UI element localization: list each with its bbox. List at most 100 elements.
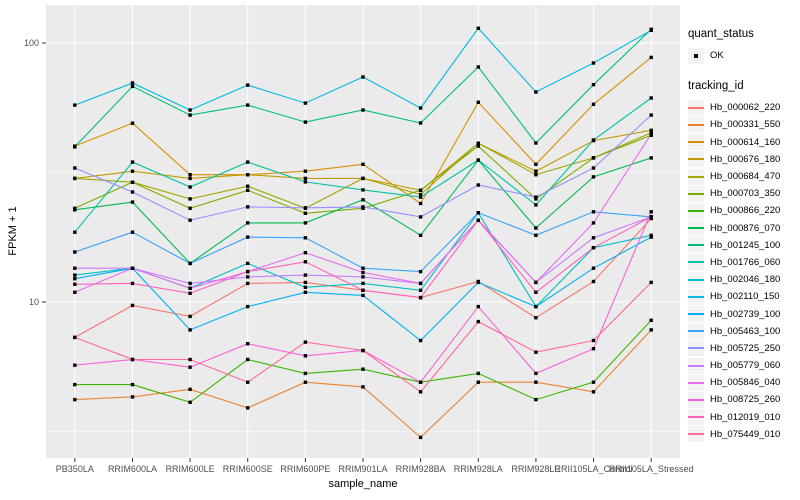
data-point — [188, 173, 192, 177]
legend-label: Hb_005725_250 — [710, 342, 781, 354]
data-point — [73, 103, 77, 107]
legend-label: Hb_005463_100 — [710, 325, 781, 337]
data-point — [188, 291, 192, 295]
data-point — [591, 221, 596, 225]
data-point — [130, 357, 135, 362]
data-point — [534, 233, 538, 237]
data-point — [591, 390, 596, 394]
legend-line-swatch — [688, 123, 704, 126]
data-point — [246, 342, 250, 346]
data-point — [73, 145, 77, 149]
legend-key — [688, 151, 704, 168]
data-point — [649, 210, 653, 214]
data-point — [418, 215, 423, 219]
x-tick-label: RRIM928LA — [454, 464, 503, 474]
data-point — [361, 270, 365, 275]
legend-label: Hb_075449_010 — [710, 428, 781, 440]
data-point — [130, 200, 135, 204]
legend-line-swatch — [688, 416, 704, 419]
legend-label: Hb_000614_160 — [710, 136, 781, 148]
data-point — [130, 230, 135, 234]
data-point — [649, 132, 653, 136]
data-point — [649, 128, 653, 132]
legend-key — [688, 288, 704, 305]
legend-quant-status-title: quant_status — [688, 28, 754, 40]
legend-key — [688, 357, 704, 374]
data-point — [73, 382, 77, 387]
data-point — [649, 28, 653, 32]
legend-item-tracking-id: Hb_005846_040 — [688, 374, 798, 391]
data-point — [476, 380, 480, 384]
data-point — [476, 141, 480, 145]
data-point — [188, 286, 192, 290]
data-point — [246, 269, 250, 274]
x-tick-label: RRIM928LE — [511, 464, 560, 474]
data-point — [476, 65, 480, 69]
data-point — [303, 206, 308, 210]
data-point — [534, 350, 538, 354]
data-point — [188, 113, 192, 117]
legend-label: Hb_005779_060 — [710, 360, 781, 372]
data-point — [649, 233, 653, 237]
data-point — [188, 197, 192, 201]
legend-item-tracking-id: Hb_000866_220 — [688, 202, 798, 219]
legend-key — [688, 202, 704, 219]
data-point — [418, 201, 423, 206]
legend-item-tracking-id: Hb_005463_100 — [688, 323, 798, 340]
data-point — [649, 96, 653, 100]
data-point — [361, 176, 365, 181]
legend-item-tracking-id: Hb_000684_470 — [688, 168, 798, 185]
data-point — [649, 328, 653, 332]
data-point — [303, 251, 308, 255]
legend-item-quant-status: OK — [688, 47, 798, 64]
data-point — [361, 75, 365, 79]
data-point — [418, 269, 423, 274]
data-point — [591, 156, 596, 160]
data-point — [361, 266, 365, 270]
data-point — [73, 335, 77, 340]
data-point — [303, 101, 308, 105]
legend-item-tracking-id: Hb_002046_180 — [688, 271, 798, 288]
data-point — [188, 400, 192, 404]
data-point — [534, 169, 538, 173]
data-point — [303, 221, 308, 225]
legend: quant_status OK tracking_id Hb_000062_22… — [688, 28, 798, 443]
data-point — [591, 61, 596, 65]
data-point — [534, 280, 538, 285]
data-point — [534, 304, 538, 309]
data-point — [418, 288, 423, 292]
legend-label: Hb_000866_220 — [710, 205, 781, 217]
data-point — [73, 250, 77, 254]
data-point — [534, 162, 538, 166]
legend-key — [688, 99, 704, 116]
data-point — [303, 354, 308, 358]
data-point — [649, 55, 653, 60]
data-point — [188, 218, 192, 222]
data-point — [73, 166, 77, 170]
data-point — [476, 100, 480, 104]
legend-line-swatch — [688, 313, 704, 316]
legend-key — [688, 220, 704, 237]
data-point — [361, 198, 365, 202]
data-point — [303, 236, 308, 240]
data-point — [246, 380, 250, 384]
legend-line-swatch — [688, 398, 704, 401]
data-point — [130, 180, 135, 184]
data-point — [361, 385, 365, 389]
data-point — [361, 348, 365, 353]
legend-line-swatch — [688, 433, 704, 436]
data-point — [418, 192, 423, 197]
data-point — [476, 218, 480, 222]
data-point — [73, 208, 77, 212]
data-point — [130, 395, 135, 399]
data-point — [303, 169, 308, 173]
data-point — [188, 281, 192, 286]
data-point — [534, 290, 538, 294]
data-point — [649, 156, 653, 160]
data-point — [649, 215, 653, 219]
data-point — [418, 380, 423, 384]
x-tick-label: PB350LA — [56, 464, 94, 474]
legend-label: Hb_005846_040 — [710, 377, 781, 389]
data-point — [130, 169, 135, 173]
legend-key — [688, 374, 704, 391]
